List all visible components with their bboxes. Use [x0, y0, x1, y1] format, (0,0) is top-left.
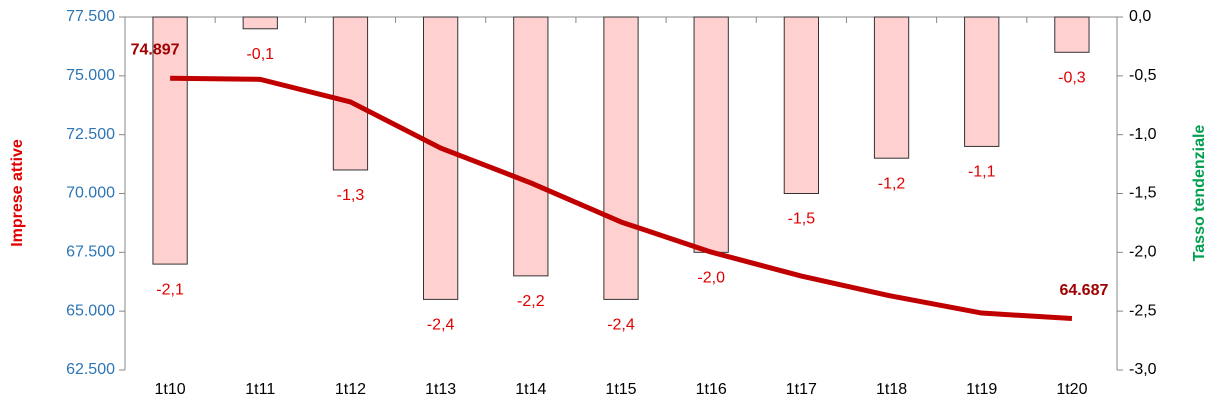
bar-value-label: -2,4: [427, 317, 455, 334]
bar-value-label: -0,1: [246, 46, 274, 63]
y-tick-label: 77.500: [66, 8, 115, 25]
line: [170, 75, 1073, 322]
y-tick-label: 72.500: [66, 126, 115, 143]
bar: [603, 16, 639, 300]
bar: [332, 16, 369, 171]
bar: [783, 16, 819, 194]
line-value-label: 74.897: [131, 41, 180, 58]
bar-value-label: -0,3: [1058, 70, 1086, 87]
y-tick-label: 70.000: [66, 185, 115, 202]
y-tick-label: 67.500: [66, 244, 115, 261]
y2-tick-label: -3,0: [1129, 361, 1157, 378]
y-axis-label: Imprese attive: [9, 139, 26, 247]
x-tick-label: 1t19: [966, 381, 997, 398]
bar: [1054, 16, 1090, 53]
x-tick-label: 1t15: [605, 381, 636, 398]
bar: [693, 16, 729, 253]
x-tick-label: 1t18: [876, 381, 907, 398]
y2-tick-label: -2,5: [1129, 302, 1157, 319]
bar: [152, 16, 188, 265]
bar-value-label: -1,3: [337, 187, 365, 204]
x-tick-label: 1t13: [425, 381, 456, 398]
x-tick-label: 1t14: [515, 381, 546, 398]
y-tick-label: 62.500: [66, 361, 115, 378]
bar: [873, 16, 910, 159]
bar: [513, 16, 549, 277]
y2-tick-label: -0,5: [1129, 67, 1157, 84]
bar: [242, 16, 278, 30]
bar-value-label: -2,4: [607, 317, 635, 334]
y-tick-label: 75.000: [66, 67, 115, 84]
bar-value-label: -1,2: [878, 175, 906, 192]
bar-value-label: -1,5: [788, 211, 816, 228]
line-value-label: 64.687: [1059, 282, 1108, 299]
bar: [964, 16, 1000, 147]
y2-tick-label: -1,5: [1129, 185, 1157, 202]
x-tick-label: 1t12: [335, 381, 366, 398]
y2-tick-label: -2,0: [1129, 244, 1157, 261]
y2-tick-label: 0,0: [1129, 8, 1151, 25]
x-tick-label: 1t10: [155, 381, 186, 398]
x-tick-label: 1t16: [696, 381, 727, 398]
bar: [423, 16, 459, 300]
bar-value-label: -1,1: [968, 164, 996, 181]
x-tick-label: 1t17: [786, 381, 817, 398]
bar-value-label: -2,0: [697, 270, 725, 287]
x-tick-label: 1t11: [245, 381, 275, 398]
y-tick-label: 65.000: [66, 302, 115, 319]
y2-axis-label: Tasso tendenziale: [1191, 125, 1208, 262]
y2-tick-label: -1,0: [1129, 126, 1157, 143]
x-tick-label: 1t20: [1056, 381, 1087, 398]
bar-value-label: -2,2: [517, 293, 545, 310]
bar-value-label: -2,1: [156, 281, 184, 298]
